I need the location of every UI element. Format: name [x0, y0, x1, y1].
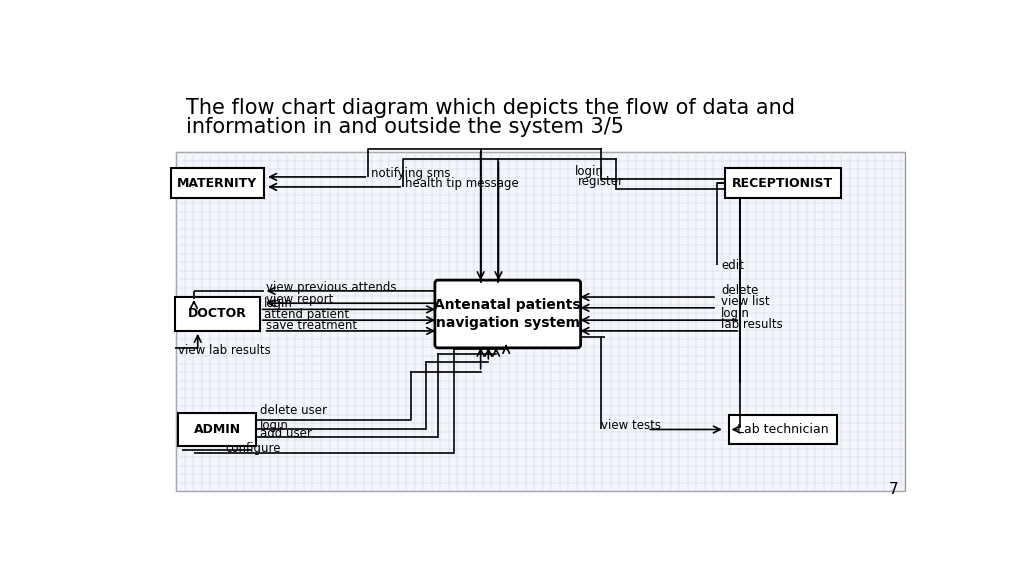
Text: add user: add user — [260, 427, 311, 440]
Text: Antenatal patients
navigation system: Antenatal patients navigation system — [434, 298, 581, 330]
Text: information in and outside the system 3/5: information in and outside the system 3/… — [186, 117, 624, 137]
Text: delete user: delete user — [260, 404, 327, 416]
Text: view list: view list — [721, 295, 769, 308]
Text: view tests: view tests — [601, 419, 660, 432]
Text: view previous attends: view previous attends — [266, 281, 396, 294]
Bar — [725, 168, 841, 198]
Text: MATERNITY: MATERNITY — [177, 177, 257, 190]
Bar — [176, 152, 904, 491]
Text: view report: view report — [266, 293, 334, 306]
Text: attend patient: attend patient — [263, 308, 349, 321]
Text: configure: configure — [225, 442, 281, 455]
Text: The flow chart diagram which depicts the flow of data and: The flow chart diagram which depicts the… — [186, 98, 795, 119]
Text: DOCTOR: DOCTOR — [187, 308, 247, 320]
Text: login: login — [260, 419, 289, 432]
Text: Lab technician: Lab technician — [737, 423, 828, 436]
FancyBboxPatch shape — [435, 280, 581, 348]
Text: login: login — [263, 297, 293, 310]
Text: login: login — [721, 308, 750, 320]
Text: 7: 7 — [889, 482, 898, 497]
Text: edit: edit — [721, 259, 743, 272]
Bar — [174, 297, 260, 331]
Text: view lab results: view lab results — [178, 344, 271, 358]
Text: save treatment: save treatment — [266, 319, 357, 332]
Text: ADMIN: ADMIN — [194, 423, 241, 436]
Text: RECEPTIONIST: RECEPTIONIST — [732, 177, 834, 190]
Bar — [171, 168, 263, 198]
Text: notifying sms: notifying sms — [371, 168, 451, 180]
Text: login: login — [574, 165, 603, 178]
Text: register: register — [578, 175, 624, 188]
Text: health tip message: health tip message — [404, 177, 518, 190]
Bar — [178, 412, 256, 446]
Bar — [729, 415, 838, 444]
Text: lab results: lab results — [721, 319, 782, 331]
Text: delete: delete — [721, 285, 758, 297]
